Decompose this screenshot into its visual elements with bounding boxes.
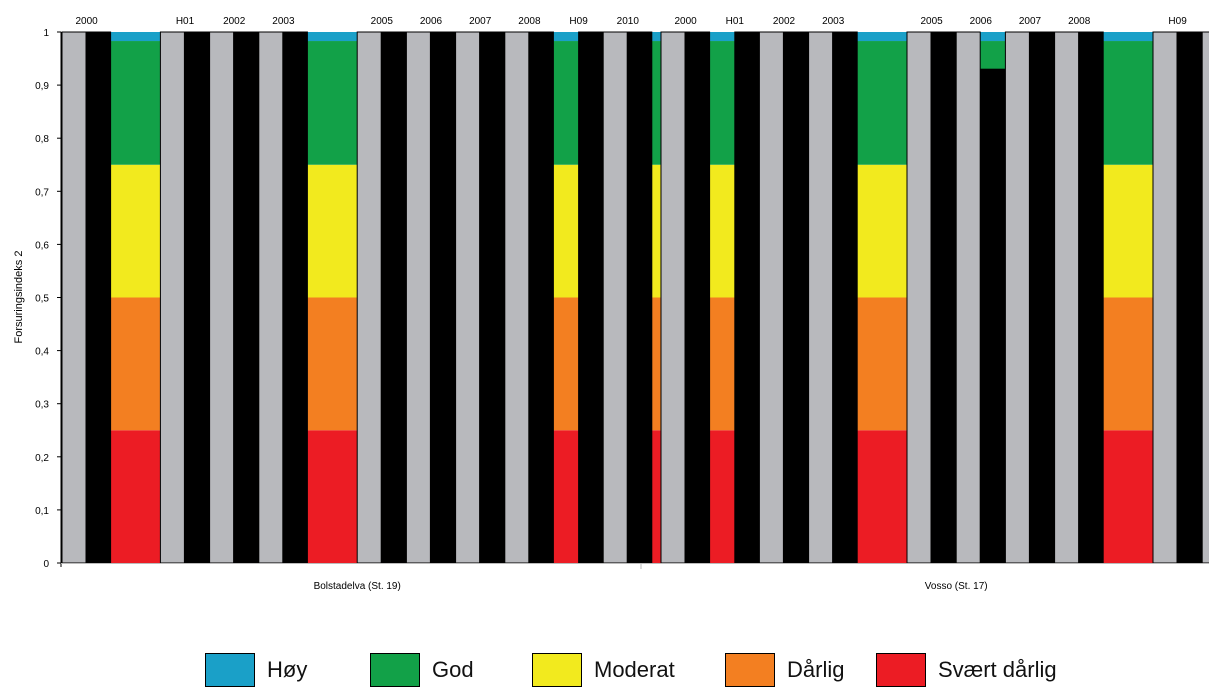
bar-black-g0-s10 (578, 31, 604, 564)
y-tick-label: 0,8 (35, 134, 49, 145)
bar-gray-g1-s8 (1054, 31, 1080, 564)
bar-black-g1-s6 (980, 68, 1006, 564)
legend-label-hoy: Høy (267, 657, 308, 682)
year-label: 2008 (518, 16, 541, 27)
bar-gray-g1-s5 (906, 31, 932, 564)
legend: Høy God Moderat Dårlig Svært dårlig (0, 652, 1209, 688)
bar-gray-g0-s4 (258, 31, 284, 564)
bar-gray-g0-s3 (209, 31, 235, 564)
legend-swatch-svaert-darlig (876, 653, 926, 687)
year-label: 2008 (1068, 16, 1091, 27)
year-label: 2000 (75, 16, 98, 27)
bar-black-g1-s2 (783, 31, 809, 564)
legend-item-darlig: Dårlig (725, 652, 844, 688)
bar-gray-g1-s6 (955, 31, 981, 564)
bar-black-g1-s10 (1177, 31, 1203, 564)
legend-swatch-god (370, 653, 420, 687)
legend-label-darlig: Dårlig (787, 657, 845, 682)
legend-item-moderat: Moderat (532, 652, 675, 688)
bar-black-g0-s9 (528, 31, 554, 564)
y-tick-label: 0,1 (35, 506, 49, 517)
year-label: H09 (569, 16, 588, 27)
bar-gray-g0-s9 (504, 31, 530, 564)
bar-gray-g1-s11 (1201, 31, 1209, 564)
y-tick-label: 0,7 (35, 187, 49, 198)
year-label: 2006 (420, 16, 443, 27)
y-tick-label: 0,9 (35, 81, 49, 92)
y-tick-label: 0,4 (35, 347, 49, 358)
bar-gray-g0-s6 (356, 31, 382, 564)
bars (61, 31, 1209, 564)
y-tick-label: 0 (43, 559, 49, 570)
bar-black-g1-s0 (685, 31, 711, 564)
legend-swatch-darlig (725, 653, 775, 687)
legend-swatch-moderat (532, 653, 582, 687)
year-label: 2003 (272, 16, 295, 27)
bar-black-g1-s7 (1029, 31, 1055, 564)
y-tick-label: 0,2 (35, 453, 49, 464)
bar-black-g1-s5 (931, 31, 957, 564)
year-label: 2010 (617, 16, 640, 27)
year-label: 2005 (920, 16, 943, 27)
bar-gray-g1-s7 (1004, 31, 1030, 564)
bar-gray-g1-s2 (758, 31, 784, 564)
bar-black-g0-s8 (479, 31, 505, 564)
bar-gray-g1-s0 (660, 31, 686, 564)
year-label: 2007 (1019, 16, 1042, 27)
bar-gray-g0-s7 (405, 31, 431, 564)
bar-black-g0-s7 (430, 31, 456, 564)
year-label: 2006 (970, 16, 993, 27)
group-label: Vosso (St. 17) (925, 581, 988, 592)
year-label: 2000 (674, 16, 697, 27)
year-label: H01 (176, 16, 195, 27)
year-label: 2005 (371, 16, 394, 27)
y-tick-label: 0,6 (35, 240, 49, 251)
labels: 2000 H01 2002 2003 2005 2006 2007 2008 H09 2010 Bo… (75, 16, 1187, 592)
year-label: 2007 (469, 16, 492, 27)
year-label: H01 (726, 16, 745, 27)
legend-item-hoy: Høy (205, 652, 307, 688)
bar-gray-g1-s3 (808, 31, 834, 564)
y-tick-label: 0,5 (35, 294, 49, 305)
year-label: 2003 (822, 16, 845, 27)
y-tick-label: 0,3 (35, 400, 49, 411)
bar-gray-g0-s0 (61, 31, 87, 564)
axes: 0 0,1 0,2 0,3 0,4 0,5 0,6 0,7 0,8 0,9 1 (35, 28, 1209, 570)
y-axis-title: Forsuringsindeks 2 (13, 251, 25, 344)
bar-black-g1-s8 (1078, 31, 1104, 564)
bar-gray-g0-s2 (159, 31, 185, 564)
legend-item-svaert-darlig: Svært dårlig (876, 652, 1057, 688)
bar-black-g1-s1 (734, 31, 760, 564)
bar-black-g0-s6 (381, 31, 407, 564)
bar-black-g1-s3 (832, 31, 858, 564)
bar-gray-g0-s11 (602, 31, 628, 564)
legend-item-god: God (370, 652, 474, 688)
group-label: Bolstadelva (St. 19) (314, 581, 401, 592)
legend-swatch-hoy (205, 653, 255, 687)
year-label: 2002 (223, 16, 246, 27)
bar-black-g0-s11 (627, 31, 653, 564)
bar-black-g0-s2 (184, 31, 210, 564)
legend-label-moderat: Moderat (594, 657, 675, 682)
bar-gray-g1-s10 (1152, 31, 1178, 564)
legend-label-svaert-darlig: Svært dårlig (938, 657, 1057, 682)
year-label: H09 (1168, 16, 1187, 27)
legend-label-god: God (432, 657, 474, 682)
bar-black-g0-s0 (86, 31, 112, 564)
y-tick-label: 1 (43, 28, 49, 39)
bar-black-g0-s3 (233, 31, 259, 564)
bar-black-g0-s4 (282, 31, 308, 564)
bar-gray-g0-s8 (455, 31, 481, 564)
year-label: 2002 (773, 16, 796, 27)
